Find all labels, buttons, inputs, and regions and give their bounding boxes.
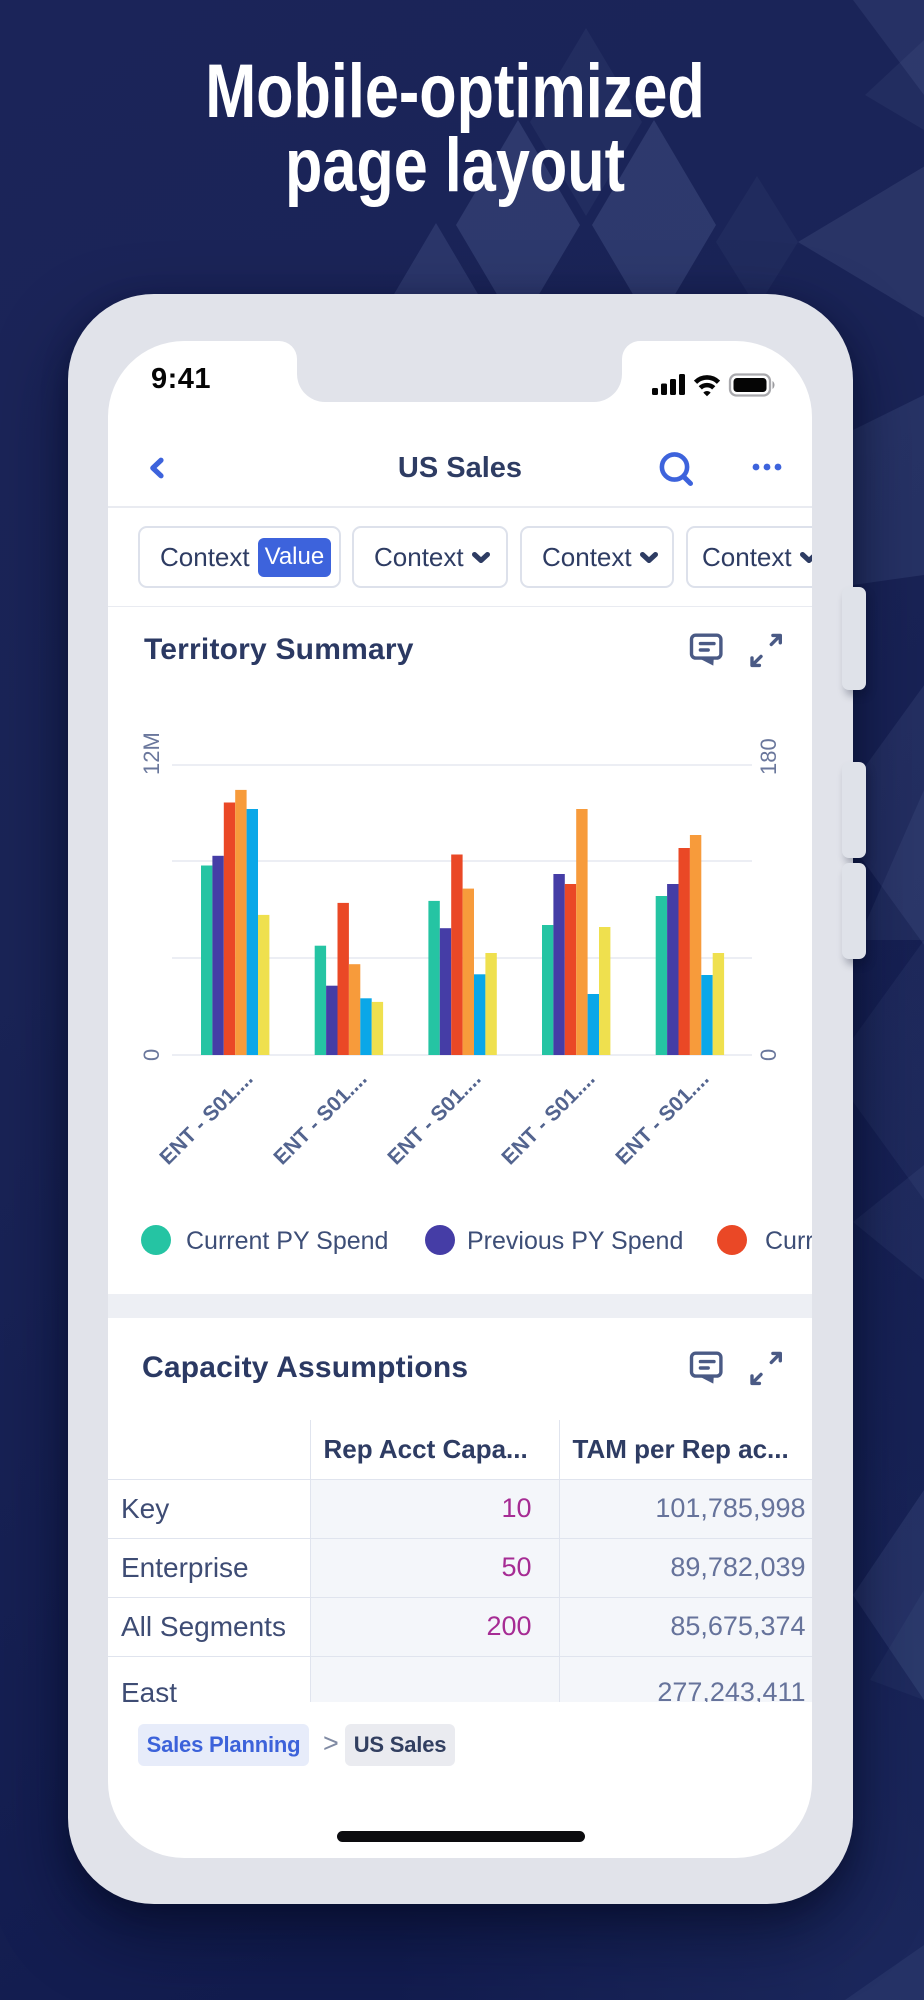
svg-text:ENT - S01....: ENT - S01.... [383,1067,485,1169]
svg-text:12M: 12M [139,732,164,775]
svg-text:0: 0 [139,1049,164,1061]
svg-text:ENT - S01....: ENT - S01.... [269,1067,371,1169]
svg-text:0: 0 [756,1049,781,1061]
svg-text:ENT - S01....: ENT - S01.... [497,1067,599,1169]
svg-text:ENT - S01....: ENT - S01.... [155,1067,257,1169]
svg-text:ENT - S01....: ENT - S01.... [611,1067,713,1169]
svg-text:180: 180 [756,738,781,775]
